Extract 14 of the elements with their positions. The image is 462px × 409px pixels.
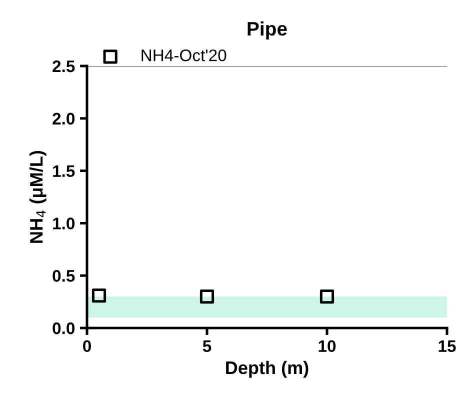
legend-label: NH4-Oct'20	[142, 49, 226, 62]
y-tick-label: 2.0	[52, 112, 75, 125]
x-tick-label: 5	[202, 340, 212, 352]
chart-title: Pipe	[248, 21, 287, 40]
y-tick-label: 0.5	[52, 270, 75, 282]
y-axis-title: NH$_{4}$ (μM/L)	[30, 150, 46, 243]
y-tick-label: 1.0	[53, 218, 75, 230]
x-tick-label: 10	[318, 340, 336, 352]
y-tick-label: 2.5	[52, 60, 75, 72]
y-tick-label: 1.5	[53, 165, 75, 178]
x-tick-label: 15	[438, 340, 456, 352]
y-tick-label: 0.0	[52, 322, 75, 334]
x-tick-label: 0	[83, 340, 91, 352]
x-axis-title: Depth (m)	[226, 360, 308, 378]
